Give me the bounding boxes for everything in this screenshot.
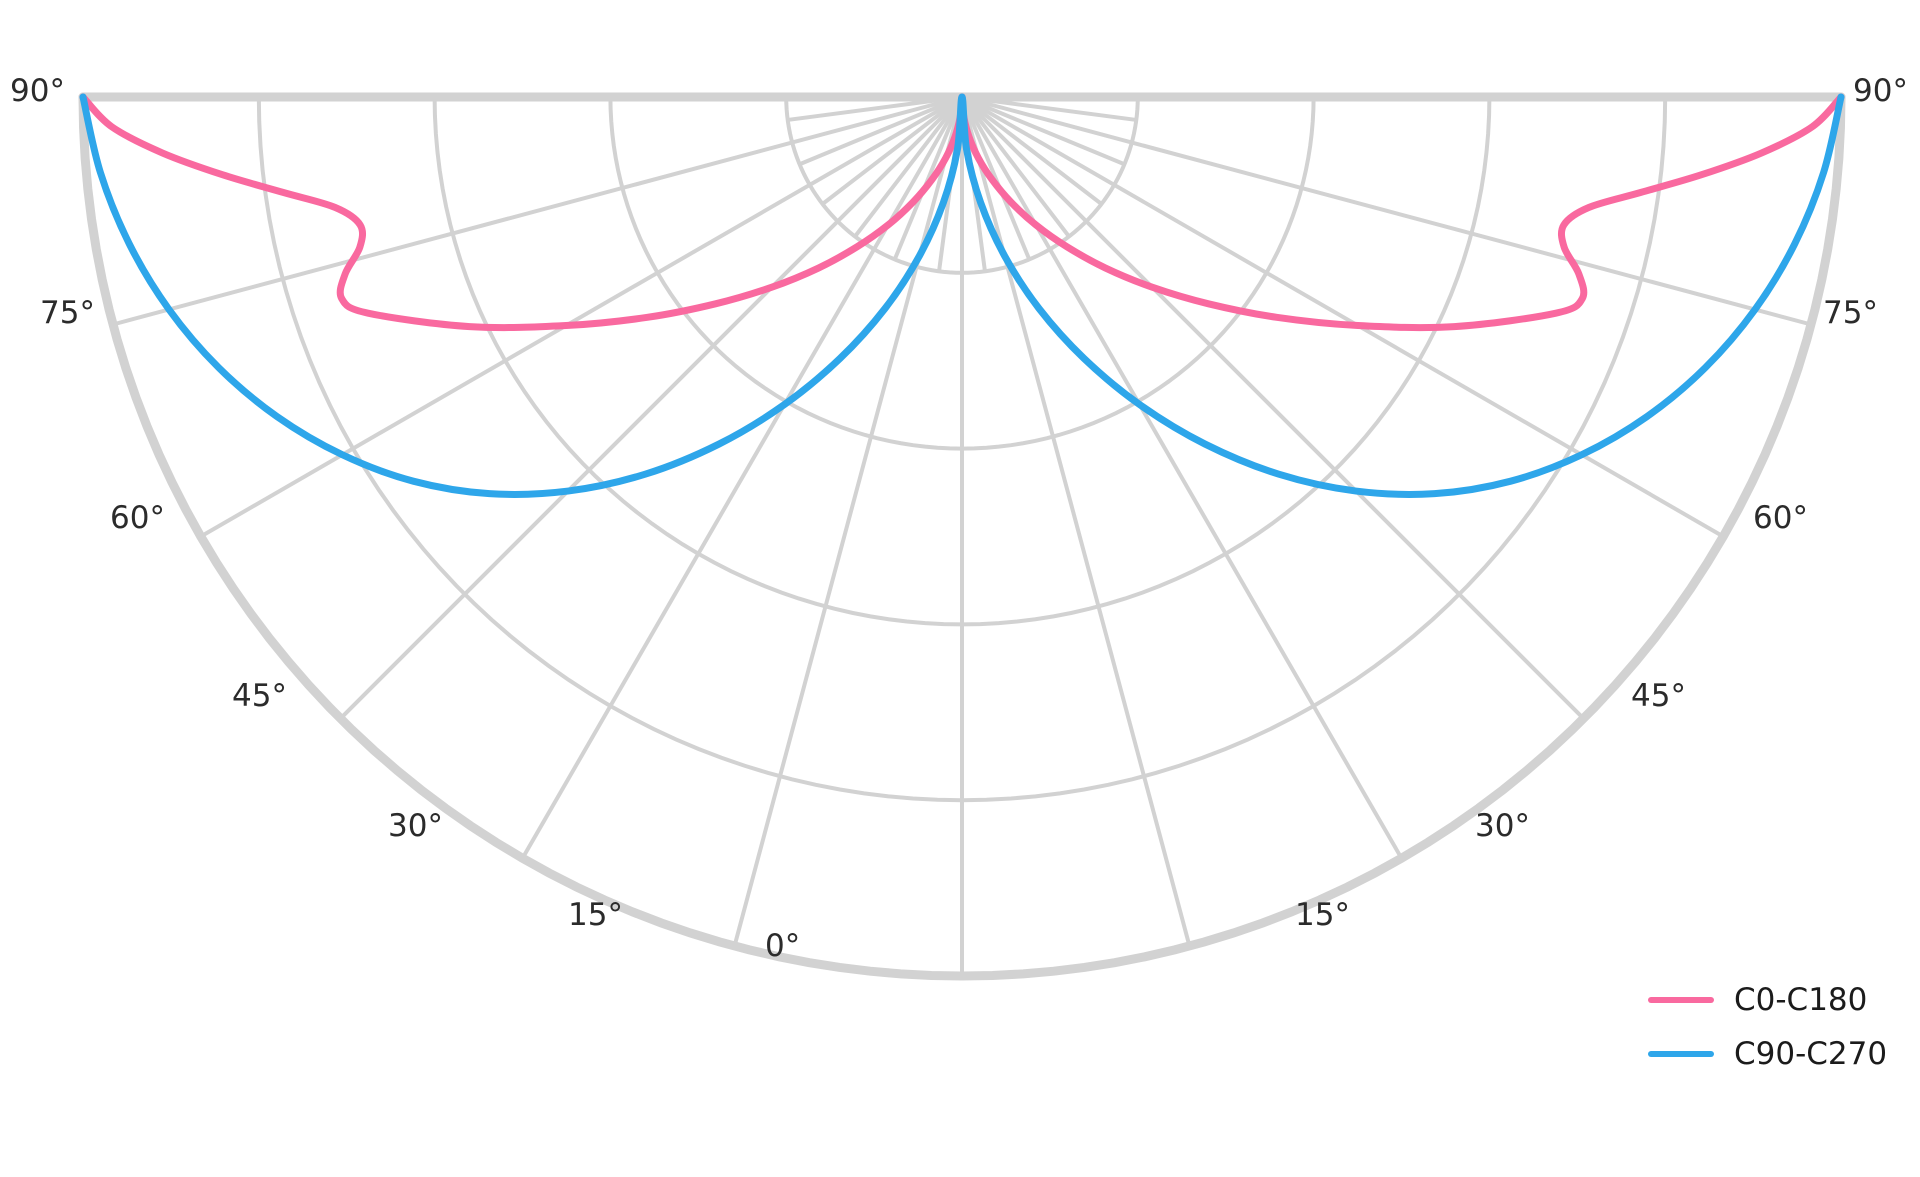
legend-item[interactable]: C0-C180 [1648,984,1887,1016]
angle-label-right-75deg: 75° [1823,295,1878,331]
grid-spoke-30 [960,95,1404,860]
legend-swatch-icon [1648,997,1714,1003]
grid-subspoke [960,95,1071,238]
grid-subspoke [960,96,1032,261]
angle-label-left-30deg: 30° [388,808,443,844]
grid-spoke-30 [520,95,964,860]
angle-label-left-75deg: 75° [40,295,95,331]
grid-spoke-15 [960,96,1192,947]
legend-label: C90-C270 [1734,1036,1888,1072]
grid-subspoke [961,95,1126,167]
polar-series [79,93,1845,498]
legend-item[interactable]: C90-C270 [1648,1038,1887,1070]
angle-label-left-45deg: 45° [232,678,287,714]
curve-c90-c270 [79,93,1845,498]
grid-subspoke [892,96,964,261]
grid-spoke-45 [960,95,1585,720]
polar-grid [78,92,1846,981]
grid-spoke-75 [961,95,1812,327]
grid-subspoke [961,95,1137,122]
angle-label-right-15deg: 15° [1295,897,1350,933]
grid-subspoke [821,95,964,206]
grid-subspoke [853,95,964,238]
angle-label-right-45deg: 45° [1631,678,1686,714]
angle-label-left-0deg: 0° [765,928,801,964]
angle-label-right-60deg: 60° [1753,500,1808,536]
angle-label-right-90deg: 90° [1853,73,1908,109]
angle-label-left-60deg: 60° [110,500,165,536]
grid-spoke-75 [112,95,963,327]
legend-swatch-icon [1648,1051,1714,1057]
angle-label-left-90deg: 90° [10,73,65,109]
grid-spoke-15 [732,96,964,947]
grid-subspoke [960,95,1103,206]
angle-label-left-15deg: 15° [568,897,623,933]
grid-subspoke [798,95,963,167]
angle-label-right-30deg: 30° [1475,808,1530,844]
legend-label: C0-C180 [1734,982,1868,1018]
chart-legend: C0-C180 C90-C270 [1648,984,1887,1070]
grid-spoke-60 [960,95,1725,539]
grid-spoke-45 [339,95,964,720]
grid-spoke-60 [199,95,964,539]
grid-subspoke [787,95,963,122]
